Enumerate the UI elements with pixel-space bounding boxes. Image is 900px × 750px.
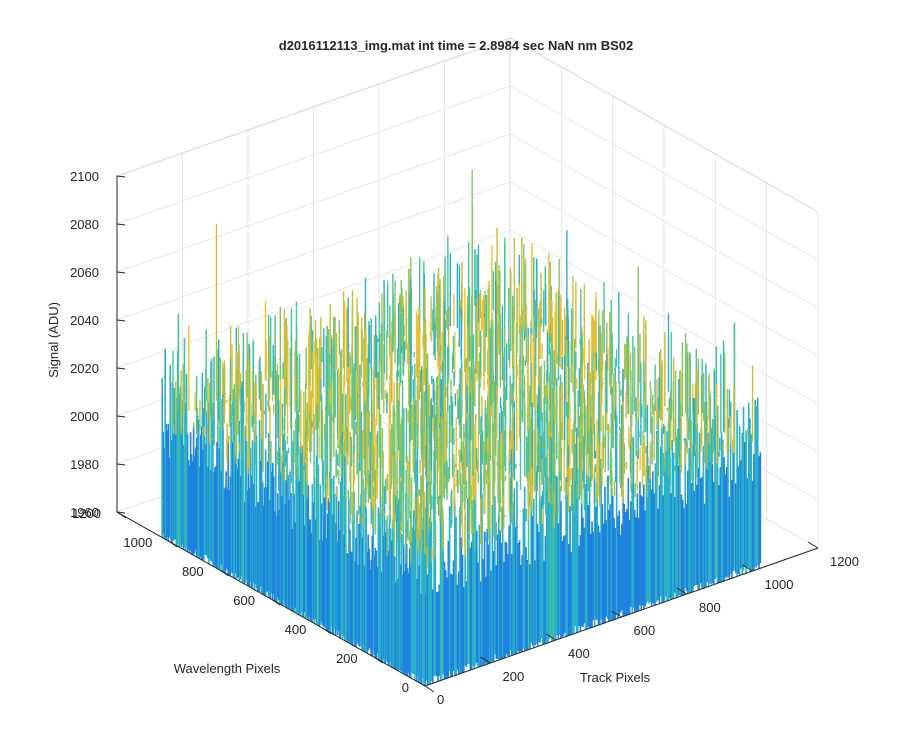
y-tick-mark — [322, 627, 332, 635]
y-tick-mark — [116, 511, 127, 519]
z-tick-mark — [116, 367, 126, 370]
y-tick-label: 1200 — [72, 506, 101, 521]
y-tick-mark — [424, 685, 435, 693]
y-axis-label: Wavelength Pixels — [174, 661, 281, 676]
y-tick-mark — [219, 569, 229, 577]
grid-line — [116, 85, 511, 225]
x-tick-label: 400 — [568, 646, 590, 661]
z-axis-label: Signal (ADU) — [46, 302, 61, 378]
y-tick-label: 400 — [285, 622, 307, 637]
chart-title: d2016112113_img.mat int time = 2.8984 se… — [279, 38, 633, 53]
y-tick-label: 800 — [182, 564, 204, 579]
x-tick-mark — [545, 633, 557, 641]
surface-mesh — [161, 169, 762, 686]
x-tick-mark — [414, 679, 426, 687]
y-tick-mark — [270, 598, 281, 606]
y-tick-label: 600 — [233, 593, 255, 608]
grid-line — [509, 85, 819, 261]
x-tick-label: 600 — [634, 623, 656, 638]
x-tick-mark — [480, 656, 491, 664]
box-edge — [116, 37, 511, 177]
grid-line — [116, 133, 511, 273]
z-tick-mark — [116, 271, 126, 274]
z-tick-label: 2060 — [70, 265, 99, 280]
z-tick-mark — [116, 415, 126, 418]
grid-line — [509, 133, 819, 309]
z-tick-label: 2020 — [70, 361, 99, 376]
y-tick-mark — [168, 540, 178, 548]
z-tick-label: 2000 — [70, 409, 99, 424]
grid-line — [509, 181, 819, 357]
z-axis-ticks: 1960 1980 2000 2020 2040 2060 2080 2100 — [70, 169, 126, 520]
z-tick-label: 1960 — [70, 505, 99, 520]
x-axis-ticks: 0 200 400 600 800 1000 1200 — [414, 541, 859, 707]
z-tick-mark — [116, 319, 126, 322]
grid-line — [116, 181, 511, 321]
grid-line — [116, 229, 511, 369]
x-tick-label: 1000 — [765, 577, 794, 592]
x-tick-label: 200 — [503, 669, 525, 684]
y-tick-mark — [373, 656, 383, 664]
x-tick-label: 1200 — [830, 554, 859, 569]
z-tick-label: 2080 — [70, 217, 99, 232]
y-tick-label: 0 — [402, 680, 409, 695]
box-edge — [509, 37, 819, 213]
y-axis-ticks: 0 200 400 600 800 1000 1200 — [72, 506, 435, 695]
z-tick-mark — [116, 175, 126, 178]
z-tick-label: 1980 — [70, 457, 99, 472]
y-tick-label: 1000 — [123, 535, 152, 550]
z-tick-label: 2040 — [70, 313, 99, 328]
x-axis-label: Track Pixels — [580, 670, 651, 685]
x-tick-label: 800 — [699, 600, 721, 615]
x-tick-mark — [807, 541, 819, 549]
z-tick-label: 2100 — [70, 169, 99, 184]
z-tick-mark — [116, 511, 126, 514]
z-tick-mark — [116, 223, 126, 226]
z-tick-mark — [116, 463, 126, 466]
x-tick-mark — [611, 610, 622, 618]
y-tick-label: 200 — [336, 651, 358, 666]
x-tick-label: 0 — [437, 692, 444, 707]
x-tick-mark — [742, 564, 753, 572]
grid-line — [509, 229, 819, 405]
x-tick-mark — [676, 587, 688, 595]
